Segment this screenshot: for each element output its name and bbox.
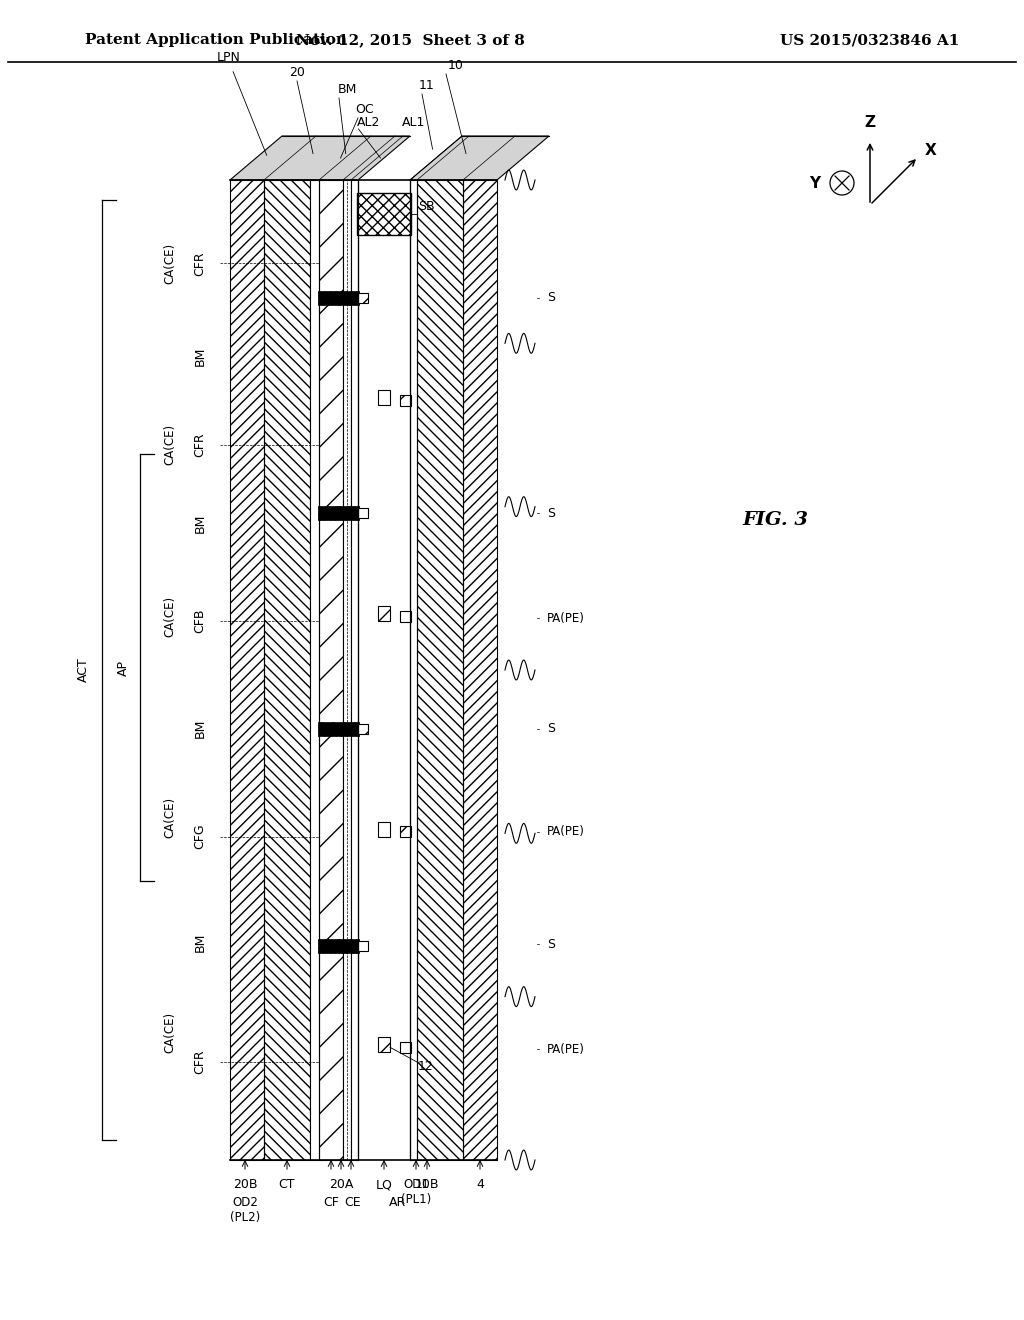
Bar [410,180,417,1160]
Text: CT: CT [279,1177,295,1191]
Text: CA(CE): CA(CE) [164,796,176,838]
Text: BM: BM [337,83,356,96]
Bar [310,180,319,1160]
Text: CFR: CFR [194,432,207,457]
Text: FIG. 3: FIG. 3 [742,511,808,529]
Text: Patent Application Publication: Patent Application Publication [85,33,347,48]
Bar [417,180,463,1160]
Text: CA(CE): CA(CE) [164,243,176,284]
Text: CA(CE): CA(CE) [164,424,176,465]
Text: CFR: CFR [194,1049,207,1074]
Text: BM: BM [194,513,207,533]
Text: OC: OC [355,103,375,116]
Bar [343,180,351,1160]
Text: 11: 11 [419,79,435,92]
Text: Y: Y [809,176,820,190]
Bar [378,391,390,405]
Text: 20A: 20A [329,1177,353,1191]
Text: CE: CE [345,1196,361,1209]
Bar [378,821,390,837]
Bar [230,180,264,1160]
Text: S: S [547,722,555,735]
Bar [358,293,368,302]
Text: Z: Z [864,115,876,129]
Text: 10: 10 [449,59,464,73]
Text: S: S [547,292,555,304]
Bar [400,826,411,837]
Circle shape [830,172,854,195]
Text: ACT: ACT [77,657,90,682]
Polygon shape [410,136,549,180]
Text: AL1: AL1 [401,116,425,129]
Polygon shape [230,136,410,180]
Bar [378,1038,390,1052]
Bar [318,940,359,953]
Text: PA(PE): PA(PE) [547,1043,585,1056]
Bar [378,606,390,620]
Text: X: X [925,144,937,158]
Bar [318,722,359,735]
Bar [400,1041,411,1053]
Text: BM: BM [194,933,207,952]
Text: CA(CE): CA(CE) [164,595,176,636]
Bar [357,193,411,235]
Text: CF: CF [323,1196,339,1209]
Text: PA(PE): PA(PE) [547,611,585,624]
Text: BM: BM [194,719,207,738]
Bar [318,290,359,305]
Text: BM: BM [194,347,207,366]
Text: US 2015/0323846 A1: US 2015/0323846 A1 [780,33,959,48]
Text: S: S [547,939,555,950]
Bar [264,180,310,1160]
Text: CFB: CFB [194,609,207,634]
Text: CA(CE): CA(CE) [164,1012,176,1053]
Bar [358,723,368,734]
Text: CFG: CFG [194,824,207,849]
Text: LQ: LQ [376,1177,392,1191]
Text: Nov. 12, 2015  Sheet 3 of 8: Nov. 12, 2015 Sheet 3 of 8 [296,33,524,48]
Bar [319,180,343,1160]
Bar [400,610,411,622]
Bar [358,941,368,952]
Bar [318,506,359,520]
Text: AL2: AL2 [356,116,380,129]
Text: PA(PE): PA(PE) [547,825,585,838]
Text: OD1
(PL1): OD1 (PL1) [400,1177,431,1206]
Text: 12: 12 [418,1060,434,1073]
Bar [463,180,497,1160]
Text: 20: 20 [289,66,305,79]
Bar [358,508,368,519]
Text: SB: SB [418,199,434,213]
Text: 10B: 10B [415,1177,439,1191]
Text: AR: AR [389,1196,407,1209]
Bar [400,395,411,405]
Text: 4: 4 [476,1177,484,1191]
Text: S: S [547,507,555,520]
Text: OD2
(PL2): OD2 (PL2) [229,1196,260,1224]
Text: CFR: CFR [194,251,207,276]
Text: 20B: 20B [232,1177,257,1191]
Text: LPN: LPN [217,51,241,63]
Text: AP: AP [117,660,130,676]
Bar [351,180,358,1160]
